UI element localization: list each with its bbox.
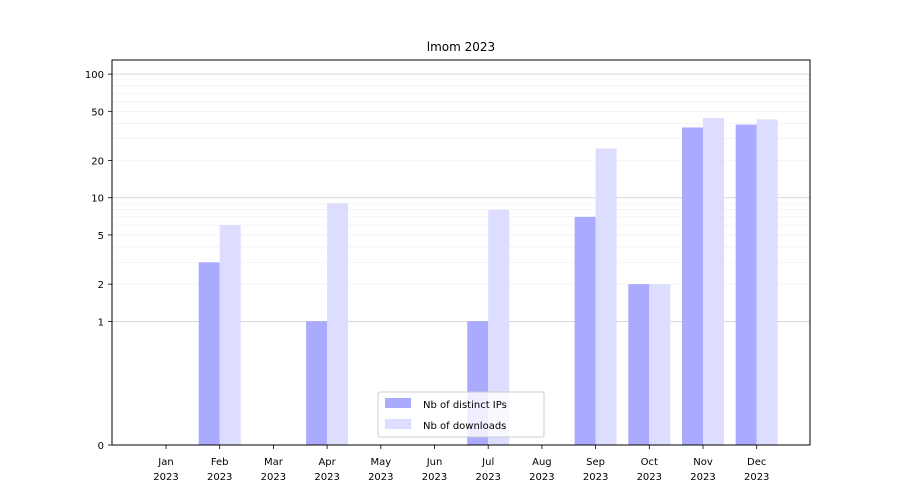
legend-swatch-downloads — [385, 419, 411, 429]
y-tick-label: 10 — [91, 194, 104, 205]
bar-downloads — [756, 119, 778, 445]
plot-frame — [111, 59, 811, 446]
y-tick-label: 100 — [85, 70, 104, 81]
bar-downloads — [649, 284, 671, 445]
y-tick-label: 20 — [91, 157, 104, 168]
x-tick-label: May 2023 — [368, 457, 393, 483]
ticks-layer: 0 1 2 5 10 20 50 100 Jan 2023 Feb 2023 Mar 2023 Apr 202… — [85, 70, 770, 483]
bar-distinct-ips — [198, 262, 220, 445]
y-tick-label: 50 — [91, 107, 104, 118]
x-tick-label: Aug 2023 — [529, 457, 554, 483]
x-tick-label: Apr 2023 — [314, 457, 339, 483]
x-tick-label: Jan 2023 — [153, 457, 178, 483]
x-tick-label: Feb 2023 — [207, 457, 232, 483]
bar-downloads — [327, 203, 349, 445]
x-tick-label: Nov 2023 — [690, 457, 715, 483]
bars-layer — [198, 118, 778, 446]
bar-downloads — [219, 225, 241, 445]
legend-label-distinct-ips: Nb of distinct IPs — [423, 400, 507, 411]
legend-label-downloads: Nb of downloads — [423, 421, 506, 432]
y-tick-label: 5 — [98, 231, 104, 242]
legend-box — [377, 391, 545, 438]
x-tick-label: Jul 2023 — [475, 457, 500, 483]
y-tick-label: 2 — [98, 280, 104, 291]
y-tick-label: 0 — [98, 441, 104, 452]
x-tick-label: Sep 2023 — [583, 457, 608, 483]
bar-distinct-ips — [682, 127, 703, 446]
x-tick-label: Mar 2023 — [261, 457, 286, 483]
bar-distinct-ips — [735, 124, 757, 445]
bar-downloads — [703, 118, 724, 446]
x-tick-label: Oct 2023 — [637, 457, 662, 483]
x-tick-label: Dec 2023 — [744, 457, 769, 483]
bar-downloads — [595, 148, 617, 445]
chart-title: lmom 2023 — [427, 40, 495, 54]
bar-distinct-ips — [628, 284, 650, 445]
bar-downloads — [488, 209, 510, 445]
y-tick-label: 1 — [98, 317, 104, 328]
x-tick-label: Jun 2023 — [422, 457, 447, 483]
bar-distinct-ips — [306, 321, 328, 445]
legend: Nb of distinct IPs Nb of downloads — [377, 391, 545, 438]
legend-swatch-distinct-ips — [385, 398, 411, 408]
bar-distinct-ips — [574, 216, 596, 445]
